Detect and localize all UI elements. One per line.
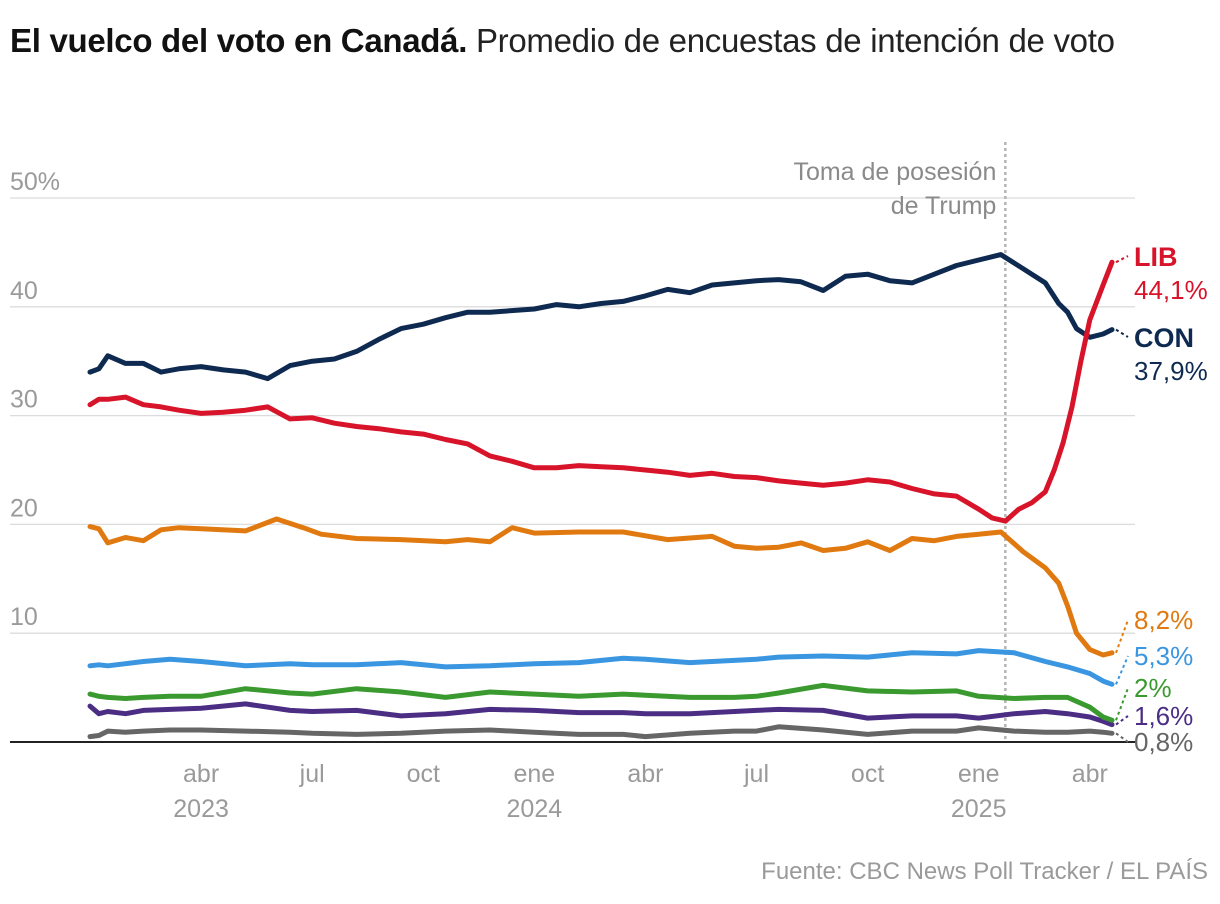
y-tick-label-10: 10 [10,603,38,631]
leader-con [1115,328,1129,338]
x-tick-label-5: jul [743,760,769,788]
end-label-name-con: CON [1134,323,1194,353]
y-tick-label-40: 40 [10,277,38,305]
annotation-line-2: de Trump [891,192,997,220]
series-ndp: 8,2% [87,516,1193,658]
series-ppc: 2% [87,673,1172,723]
y-tick-label-50: 50% [10,168,60,196]
source-credit: Fuente: CBC News Poll Tracker / EL PAÍS [761,858,1208,885]
annotation-line-1: Toma de posesión [793,158,996,186]
series-line-lib [87,259,1115,524]
series-line-ppc [87,682,1115,723]
end-label-name-lib: LIB [1134,242,1178,272]
end-label-value-bq: 5,3% [1134,641,1193,671]
end-label-value-ndp: 8,2% [1134,605,1193,635]
series-pv: 1,6% [87,701,1193,731]
chart-title: El vuelco del voto en Canadá. Promedio d… [10,22,1115,60]
series-bq: 5,3% [87,641,1193,687]
leader-lib [1115,255,1129,264]
x-tick-label-2: oct [407,760,440,788]
leader-otros [1115,732,1129,743]
series-otros: 0,8% [87,724,1193,757]
chart-subtitle: Promedio de encuestas de intención de vo… [467,22,1115,59]
x-tick-label-3: ene [513,760,555,788]
x-tick-label-7: ene [958,760,1000,788]
x-tick-label-1: jul [299,760,325,788]
series-line-otros [87,724,1115,740]
y-tick-label-20: 20 [10,494,38,522]
x-tick-year-2024: 2024 [507,795,563,823]
end-label-value-pv: 1,6% [1134,701,1193,731]
leader-ppc [1115,687,1129,721]
leader-bq [1115,655,1129,685]
x-tick-year-2025: 2025 [951,795,1007,823]
x-tick-label-4: abr [627,760,663,788]
end-label-value-con: 37,9% [1134,356,1208,386]
series-line-ndp [87,516,1115,658]
series-line-bq [87,648,1115,687]
chart-title-bold: El vuelco del voto en Canadá [10,22,459,59]
end-label-value-ppc: 2% [1134,673,1172,703]
x-tick-year-2023: 2023 [173,795,229,823]
x-tick-label-8: abr [1072,760,1108,788]
leader-ndp [1115,619,1129,654]
end-label-value-otros: 0,8% [1134,727,1193,757]
leader-pv [1115,715,1129,726]
series-line-con [87,252,1115,382]
y-gridlines: 50% 40 30 20 10 [10,168,1135,634]
x-tick-label-0: abr [183,760,219,788]
y-tick-label-30: 30 [10,386,38,414]
end-label-value-lib: 44,1% [1134,275,1208,305]
series-line-pv [87,701,1115,728]
chart-title-separator: . [458,22,468,59]
x-tick-label-6: oct [851,760,884,788]
x-axis-ticks: abr 2023 jul oct ene 2024 abr jul oct ene 2025 abr [173,760,1108,823]
